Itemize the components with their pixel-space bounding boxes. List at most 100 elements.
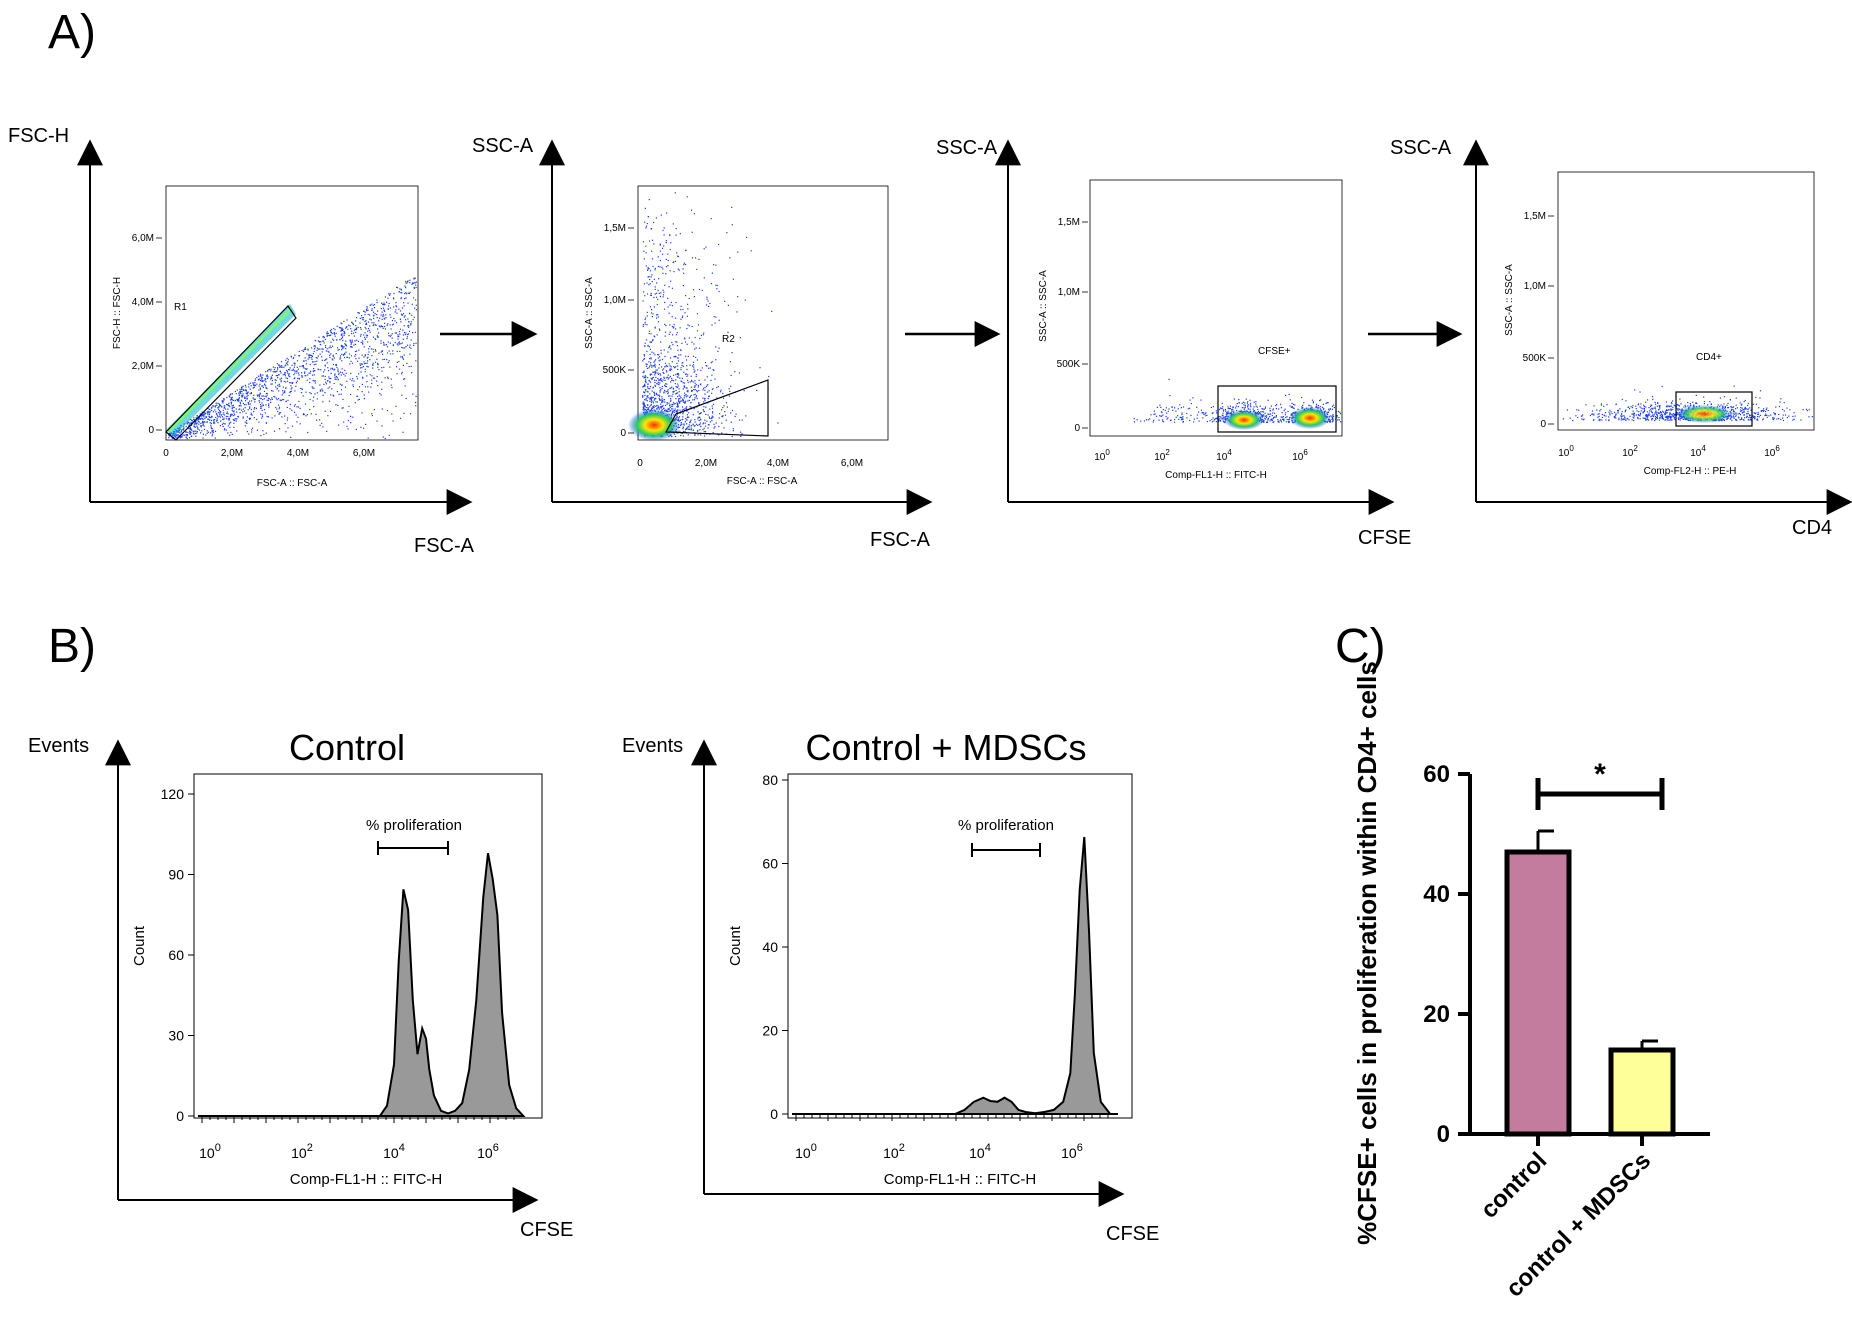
event-dot [675, 355, 677, 357]
event-dot [651, 351, 653, 353]
event-dot [1656, 405, 1658, 407]
event-dot [1724, 406, 1726, 408]
event-dot [1687, 405, 1689, 407]
event-dot [389, 307, 392, 309]
event-dot [1319, 405, 1321, 408]
event-dot [693, 389, 695, 391]
event-dot [291, 369, 293, 371]
event-dot [1637, 404, 1639, 406]
event-dot [1655, 403, 1657, 405]
event-dot [709, 367, 711, 369]
event-dot [690, 386, 693, 388]
event-dot [1280, 403, 1282, 405]
event-dot [238, 397, 240, 399]
event-dot [1669, 406, 1671, 408]
event-dot [671, 341, 673, 344]
event-dot [345, 351, 347, 353]
event-dot [659, 244, 661, 246]
event-dot [731, 435, 733, 437]
event-dot [1690, 404, 1692, 406]
event-dot [714, 322, 716, 324]
event-dot [404, 285, 406, 287]
event-dot [1793, 412, 1795, 414]
event-dot [1735, 412, 1737, 414]
event-dot [368, 391, 370, 393]
event-dot [676, 376, 678, 378]
event-dot [358, 349, 360, 351]
event-dot [378, 352, 380, 354]
event-dot [1287, 410, 1289, 413]
event-dot [325, 350, 327, 352]
event-dot [1216, 412, 1218, 414]
event-dot [260, 413, 262, 415]
event-dot [361, 363, 363, 365]
event-dot [677, 409, 679, 411]
event-dot [376, 336, 379, 338]
event-dot [290, 436, 292, 438]
event-dot [367, 313, 369, 315]
event-dot [223, 418, 225, 421]
event-dot [223, 414, 226, 416]
event-dot [1650, 404, 1652, 406]
event-dot [389, 314, 391, 316]
event-dot [1635, 408, 1637, 410]
event-dot [694, 370, 696, 372]
event-dot [226, 412, 228, 414]
event-dot [290, 388, 292, 390]
event-dot [314, 345, 316, 347]
event-dot [1569, 417, 1571, 419]
event-dot [392, 344, 394, 347]
event-dot [398, 341, 400, 343]
outer-y-label: FSC-H [8, 125, 69, 147]
inner-y-label: FSC-H :: FSC-H [112, 277, 123, 349]
event-dot [1329, 421, 1331, 423]
event-dot [336, 366, 338, 368]
event-dot [686, 414, 688, 416]
event-dot [1598, 415, 1600, 417]
event-dot [316, 360, 318, 362]
event-dot [360, 333, 362, 336]
event-dot [683, 392, 686, 394]
event-dot [1231, 409, 1233, 411]
event-dot [663, 291, 665, 293]
event-dot [654, 286, 656, 288]
event-dot [653, 391, 655, 393]
event-dot [356, 328, 358, 330]
event-dot [727, 304, 729, 306]
event-dot [664, 355, 666, 358]
event-dot [317, 348, 320, 350]
event-dot [706, 420, 708, 422]
event-dot [702, 389, 704, 391]
event-dot [391, 413, 393, 415]
event-dot [706, 391, 709, 393]
event-dot [294, 364, 296, 366]
event-dot [378, 325, 380, 327]
event-dot [271, 377, 273, 379]
event-dot [251, 427, 254, 429]
event-dot [311, 374, 314, 376]
event-dot [1642, 417, 1644, 419]
event-dot [673, 323, 675, 326]
event-dot [210, 419, 213, 421]
event-dot [1738, 416, 1740, 418]
event-dot [261, 402, 263, 404]
event-dot [1223, 409, 1225, 411]
event-dot [643, 405, 645, 407]
event-dot [1328, 409, 1330, 411]
event-dot [316, 347, 318, 349]
event-dot [227, 418, 229, 420]
event-dot [373, 409, 375, 411]
event-dot [1319, 399, 1321, 402]
event-dot [682, 400, 685, 402]
event-dot [1729, 399, 1731, 401]
event-dot [278, 406, 281, 408]
event-dot [314, 370, 316, 372]
event-dot [1730, 417, 1732, 419]
event-dot [1182, 418, 1184, 420]
event-dot [1316, 406, 1318, 408]
event-dot [365, 323, 368, 325]
event-dot [268, 404, 270, 407]
event-dot [1664, 413, 1666, 415]
event-dot [1654, 401, 1656, 403]
